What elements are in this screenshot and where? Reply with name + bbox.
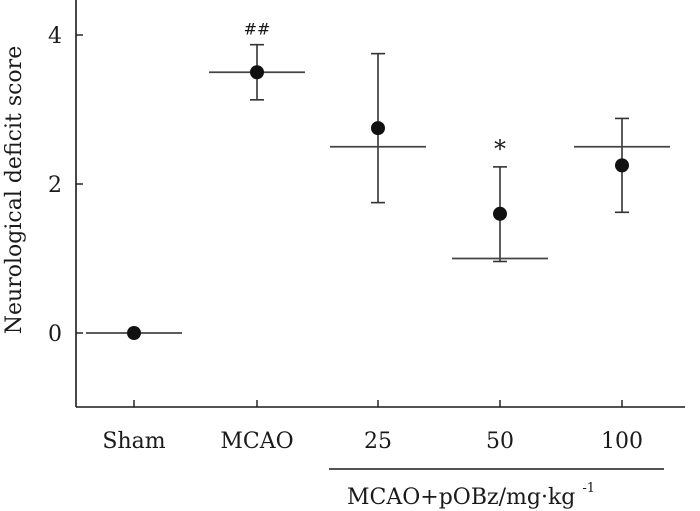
group-label-main: MCAO+pOBz/mg·kg [347, 485, 575, 510]
axes [75, 0, 685, 408]
data-point [615, 158, 629, 173]
x-tick-label: 50 [486, 429, 514, 454]
x-ticks: Sham MCAO 25 50 100 [102, 400, 643, 454]
significance-marker: ## [244, 20, 271, 39]
y-tick-label: 4 [48, 24, 62, 49]
significance-marker: * [494, 135, 506, 163]
x-tick-label: 25 [364, 429, 392, 454]
data-point [371, 121, 385, 136]
x-tick-label: MCAO [220, 429, 293, 454]
data-marks [86, 43, 670, 340]
y-tick-label: 2 [48, 173, 62, 198]
annotations: ## * [244, 20, 506, 163]
group-label-superscript: -1 [582, 481, 595, 496]
y-axis-label: Neurological deficit score [2, 46, 27, 334]
data-point [493, 206, 507, 221]
y-tick-label: 0 [48, 322, 62, 347]
y-ticks: 0 2 4 [48, 24, 83, 347]
x-tick-label: Sham [102, 429, 165, 454]
group-label: MCAO+pOBz/mg·kg -1 [347, 481, 595, 510]
data-point [127, 326, 141, 340]
x-tick-label: 100 [601, 429, 643, 454]
data-point [250, 65, 264, 80]
